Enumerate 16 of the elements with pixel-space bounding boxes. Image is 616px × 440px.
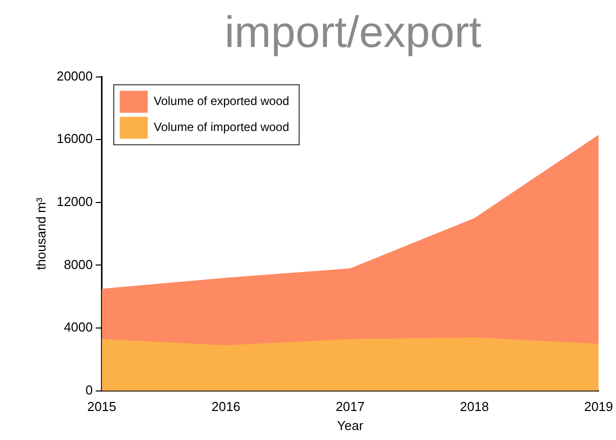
x-tick-label: 2015 — [87, 399, 116, 414]
x-axis-title: Year — [337, 418, 364, 433]
chart-title: import/export — [224, 7, 482, 59]
x-tick-label: 2017 — [336, 399, 365, 414]
y-tick-label: 16000 — [56, 131, 93, 146]
y-tick-label: 12000 — [56, 194, 93, 209]
legend-label: Volume of imported wood — [154, 120, 290, 134]
x-tick-label: 2019 — [584, 399, 613, 414]
y-tick-label: 4000 — [64, 320, 93, 335]
y-tick-label: 0 — [86, 382, 93, 398]
x-tick-label: 2018 — [460, 399, 489, 414]
legend-label: Volume of exported wood — [154, 94, 290, 108]
y-tick-label: 20000 — [56, 68, 93, 84]
y-axis-title: thousand m³ — [33, 197, 48, 270]
y-tick-label: 8000 — [64, 256, 93, 272]
x-tick-label: 2016 — [211, 399, 240, 414]
